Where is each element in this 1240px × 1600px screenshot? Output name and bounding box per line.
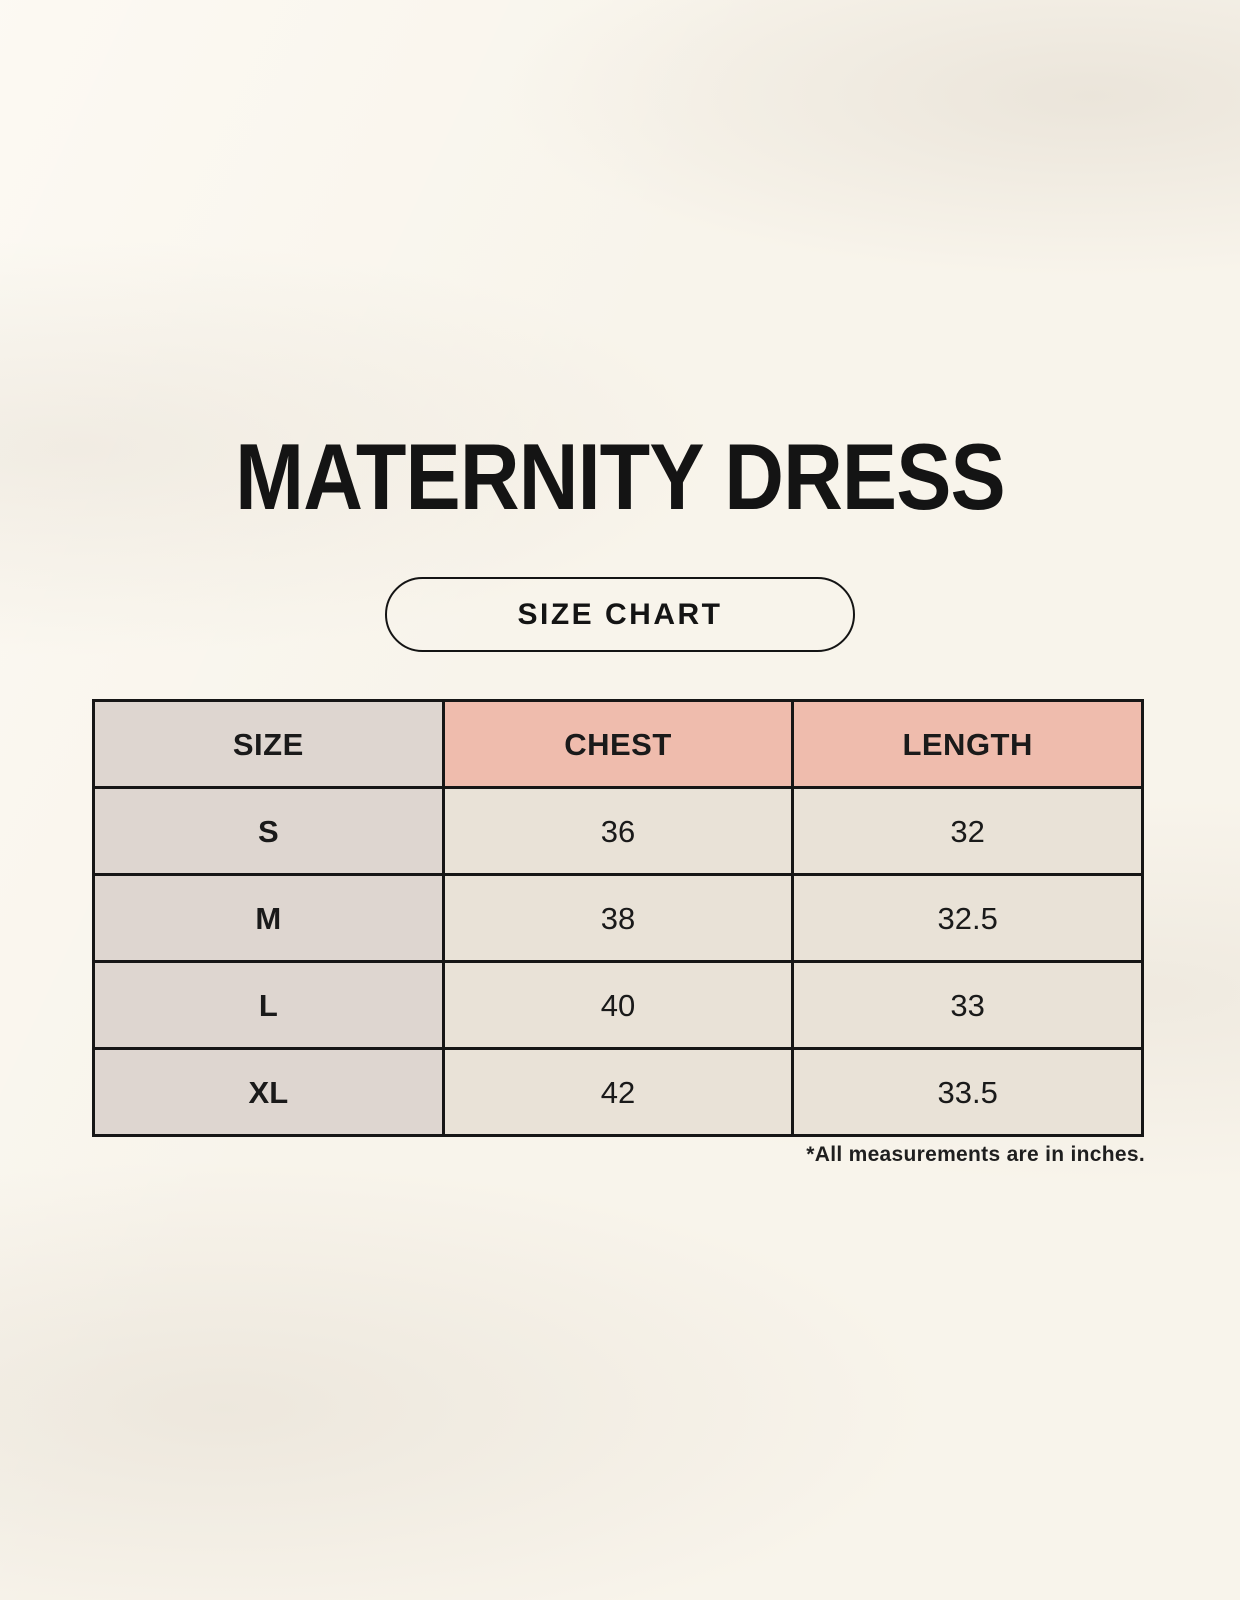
size-cell: L <box>92 960 445 1050</box>
chest-cell: 40 <box>441 960 795 1050</box>
column-header-size: SIZE <box>92 699 445 789</box>
table-row-xl: XL 42 33.5 <box>92 1047 1144 1137</box>
measurements-footnote: *All measurements are in inches. <box>806 1143 1145 1166</box>
table-row-l: L 40 33 <box>92 960 1144 1050</box>
length-cell: 32 <box>791 786 1144 876</box>
size-cell: S <box>92 786 445 876</box>
length-cell: 33.5 <box>791 1047 1144 1137</box>
column-header-chest: CHEST <box>441 699 795 789</box>
table-header-row: SIZE CHEST LENGTH <box>92 699 1144 789</box>
chest-cell: 36 <box>441 786 795 876</box>
length-cell: 32.5 <box>791 873 1144 963</box>
length-cell: 33 <box>791 960 1144 1050</box>
table-row-s: S 36 32 <box>92 786 1144 876</box>
size-chart-table: SIZE CHEST LENGTH S 36 32 M 38 32.5 L 40… <box>92 699 1144 1137</box>
size-chart-badge: SIZE CHART <box>385 577 855 652</box>
chest-cell: 38 <box>441 873 795 963</box>
chest-cell: 42 <box>441 1047 795 1137</box>
table-row-m: M 38 32.5 <box>92 873 1144 963</box>
size-cell: M <box>92 873 445 963</box>
size-cell: XL <box>92 1047 445 1137</box>
column-header-length: LENGTH <box>791 699 1144 789</box>
size-chart-badge-label: SIZE CHART <box>517 597 723 631</box>
page-title: MATERNITY DRESS <box>235 424 1006 529</box>
